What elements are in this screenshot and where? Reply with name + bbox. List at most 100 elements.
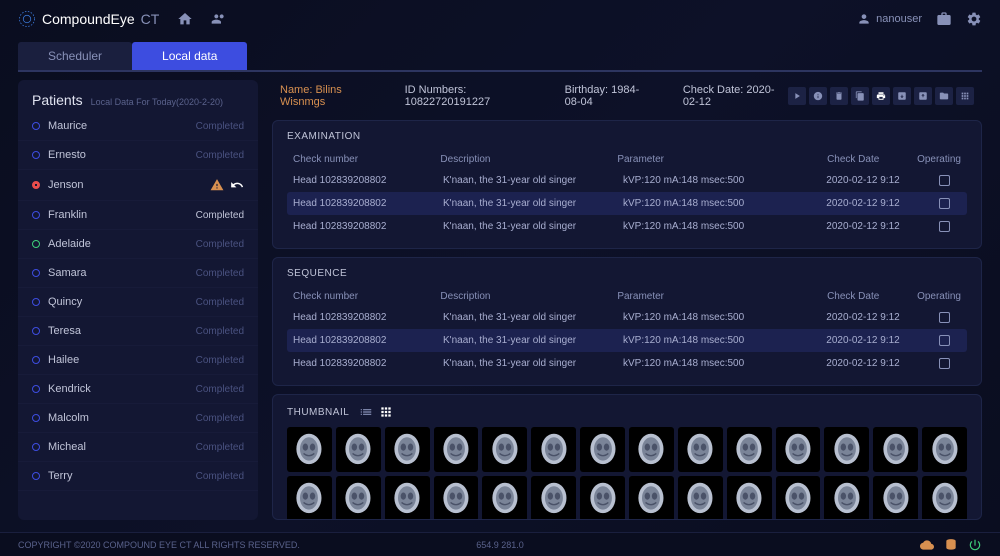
patient-item[interactable]: TerryCompleted	[18, 462, 258, 491]
tab-local-data[interactable]: Local data	[132, 42, 247, 70]
thumbnail-item[interactable]	[629, 427, 674, 472]
footer-icons	[920, 538, 982, 552]
patient-item[interactable]: TeresaCompleted	[18, 317, 258, 346]
table-row[interactable]: Head 102839208802K'naan, the 31-year old…	[287, 352, 967, 375]
table-row[interactable]: Head 102839208802K'naan, the 31-year old…	[287, 306, 967, 329]
examination-panel: EXAMINATION Check number Description Par…	[272, 120, 982, 249]
brand-logo[interactable]: CompoundEyeCT	[18, 10, 159, 28]
sequence-panel: SEQUENCE Check number Description Parame…	[272, 257, 982, 386]
patient-item[interactable]: SamaraCompleted	[18, 259, 258, 288]
thumbnail-item[interactable]	[482, 427, 527, 472]
thumbnail-item[interactable]	[922, 476, 967, 520]
row-checkbox[interactable]	[939, 221, 950, 232]
patient-item[interactable]: KendrickCompleted	[18, 375, 258, 404]
thumbnail-item[interactable]	[873, 476, 918, 520]
thumbnail-item[interactable]	[434, 427, 479, 472]
thumbnail-item[interactable]	[287, 427, 332, 472]
patient-item[interactable]: HaileeCompleted	[18, 346, 258, 375]
header-left: CompoundEyeCT	[18, 10, 227, 28]
status-dot	[32, 181, 40, 189]
footer-database-icon[interactable]	[944, 538, 958, 552]
info-id: ID Numbers: 10822720191227	[405, 84, 537, 108]
thumbnail-item[interactable]	[336, 427, 381, 472]
delete-icon[interactable]	[830, 87, 848, 105]
row-checkbox[interactable]	[939, 335, 950, 346]
table-row[interactable]: Head 102839208802K'naan, the 31-year old…	[287, 215, 967, 238]
tab-scheduler[interactable]: Scheduler	[18, 42, 132, 70]
patient-name: Kendrick	[48, 383, 91, 395]
footer-power-icon[interactable]	[968, 538, 982, 552]
patient-item[interactable]: QuincyCompleted	[18, 288, 258, 317]
main-content: Patients Local Data For Today(2020-2-20)…	[0, 80, 1000, 520]
thumbnail-item[interactable]	[776, 476, 821, 520]
user-icon	[857, 12, 871, 26]
grid-view-icon[interactable]	[379, 405, 393, 419]
exam-rows: Head 102839208802K'naan, the 31-year old…	[287, 169, 967, 238]
thumbnail-item[interactable]	[385, 476, 430, 520]
patient-item[interactable]: MalcolmCompleted	[18, 404, 258, 433]
status-dot	[32, 122, 40, 130]
thumbnail-item[interactable]	[336, 476, 381, 520]
undo-icon[interactable]	[230, 178, 244, 192]
thumbnail-item[interactable]	[531, 476, 576, 520]
footer-cloud-icon[interactable]	[920, 538, 934, 552]
table-row[interactable]: Head 102839208802K'naan, the 31-year old…	[287, 329, 967, 352]
brand-suffix: CT	[141, 11, 160, 27]
thumbnail-item[interactable]	[580, 476, 625, 520]
thumbnail-item[interactable]	[629, 476, 674, 520]
row-checkbox[interactable]	[939, 358, 950, 369]
home-icon[interactable]	[177, 11, 193, 27]
thumbnail-item[interactable]	[482, 476, 527, 520]
info-birthday: Birthday: 1984-08-04	[565, 84, 655, 108]
patient-name: Malcolm	[48, 412, 89, 424]
patient-item[interactable]: FranklinCompleted	[18, 201, 258, 230]
thumbnail-item[interactable]	[873, 427, 918, 472]
import-icon[interactable]	[914, 87, 932, 105]
thumbnail-item[interactable]	[580, 427, 625, 472]
status-dot	[32, 298, 40, 306]
patient-status: Completed	[196, 326, 244, 337]
thumbnail-item[interactable]	[727, 427, 772, 472]
thumbnail-item[interactable]	[678, 427, 723, 472]
gear-icon[interactable]	[966, 11, 982, 27]
status-dot	[32, 443, 40, 451]
thumbnail-item[interactable]	[824, 476, 869, 520]
thumbnail-item[interactable]	[434, 476, 479, 520]
patient-item[interactable]: MichealCompleted	[18, 433, 258, 462]
briefcase-icon[interactable]	[936, 11, 952, 27]
patient-status: Completed	[196, 268, 244, 279]
patient-item[interactable]: MauriceCompleted	[18, 112, 258, 141]
patient-item[interactable]: AdelaideCompleted	[18, 230, 258, 259]
patient-status: Completed	[196, 150, 244, 161]
status-dot	[32, 240, 40, 248]
thumbnail-item[interactable]	[776, 427, 821, 472]
folder-icon[interactable]	[935, 87, 953, 105]
seq-rows: Head 102839208802K'naan, the 31-year old…	[287, 306, 967, 375]
thumbnail-item[interactable]	[678, 476, 723, 520]
play-icon[interactable]	[788, 87, 806, 105]
thumbnail-item[interactable]	[531, 427, 576, 472]
table-row[interactable]: Head 102839208802K'naan, the 31-year old…	[287, 169, 967, 192]
row-checkbox[interactable]	[939, 175, 950, 186]
copy-icon[interactable]	[851, 87, 869, 105]
print-icon[interactable]	[872, 87, 890, 105]
row-checkbox[interactable]	[939, 312, 950, 323]
patients-icon[interactable]	[211, 11, 227, 27]
list-view-icon[interactable]	[359, 405, 373, 419]
grid-icon[interactable]	[956, 87, 974, 105]
patient-item[interactable]: ErnestoCompleted	[18, 141, 258, 170]
thumbnail-item[interactable]	[922, 427, 967, 472]
thumbnail-item[interactable]	[727, 476, 772, 520]
patient-status: Completed	[196, 471, 244, 482]
status-dot	[32, 211, 40, 219]
user-info[interactable]: nanouser	[857, 12, 922, 26]
app-header: CompoundEyeCT nanouser	[0, 0, 1000, 38]
table-row[interactable]: Head 102839208802K'naan, the 31-year old…	[287, 192, 967, 215]
row-checkbox[interactable]	[939, 198, 950, 209]
info-icon[interactable]	[809, 87, 827, 105]
patient-item[interactable]: Jenson	[18, 170, 258, 201]
thumbnail-item[interactable]	[287, 476, 332, 520]
thumbnail-item[interactable]	[385, 427, 430, 472]
export-icon[interactable]	[893, 87, 911, 105]
thumbnail-item[interactable]	[824, 427, 869, 472]
